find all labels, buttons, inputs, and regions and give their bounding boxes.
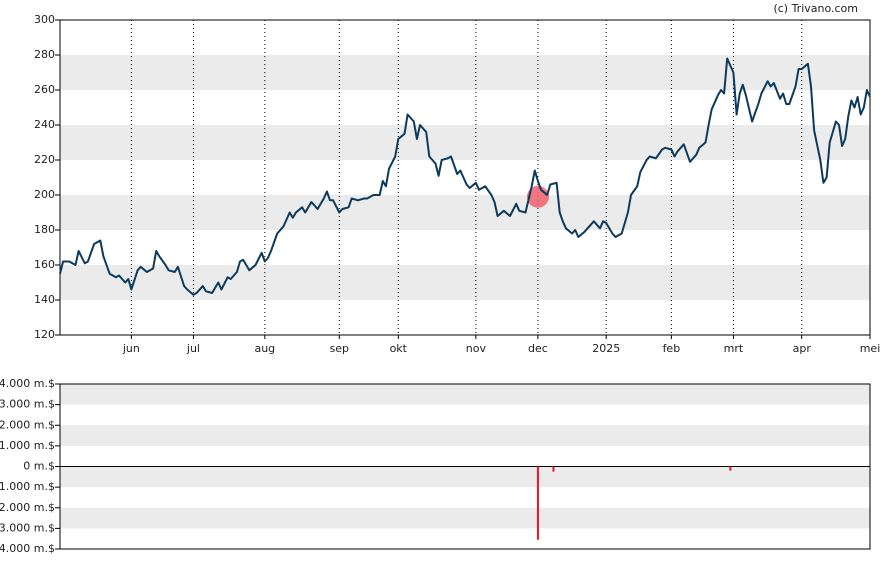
y-tick-label: 2.000 m.$ (0, 418, 55, 431)
y-tick-label: 3.000 m.$ (0, 398, 55, 411)
grid-band (60, 195, 870, 230)
x-tick-label: dec (528, 342, 548, 355)
x-tick-label: nov (466, 342, 487, 355)
grid-band (60, 125, 870, 160)
y-tick-label: -4.000 m.$ (0, 542, 55, 555)
x-tick-label: jun (122, 342, 140, 355)
y-tick-label: 200 (34, 188, 55, 201)
x-tick-label: aug (254, 342, 275, 355)
y-tick-label: 260 (34, 83, 55, 96)
grid-band (60, 425, 870, 446)
y-tick-label: 300 (34, 13, 55, 26)
y-tick-label: 140 (34, 293, 55, 306)
y-tick-label: 1.000 m.$ (0, 439, 55, 452)
grid-band (60, 265, 870, 300)
y-tick-label: 0 m.$ (23, 460, 55, 473)
x-tick-label: jul (186, 342, 200, 355)
y-tick-label: -2.000 m.$ (0, 501, 55, 514)
grid-band (60, 466, 870, 488)
x-tick-label: okt (390, 342, 408, 355)
y-tick-label: 160 (34, 258, 55, 271)
bar (552, 466, 555, 472)
bar (536, 466, 539, 540)
source-credit: (c) Trivano.com (773, 2, 858, 15)
x-tick-label: apr (793, 342, 812, 355)
y-tick-label: 180 (34, 223, 55, 236)
bar (729, 466, 732, 471)
x-tick-label: mrt (724, 342, 744, 355)
y-tick-label: 220 (34, 153, 55, 166)
y-tick-label: -3.000 m.$ (0, 521, 55, 534)
x-tick-label: mei (860, 342, 881, 355)
price-line (59, 57, 871, 296)
grid-band (60, 384, 870, 405)
plot-frame (59, 19, 871, 336)
y-tick-label: 4.000 m.$ (0, 377, 55, 390)
x-tick-label: sep (330, 342, 349, 355)
x-tick-label: 2025 (592, 342, 620, 355)
y-tick-label: 280 (34, 48, 55, 61)
y-tick-label: 240 (34, 118, 55, 131)
y-tick-label: -1.000 m.$ (0, 480, 55, 493)
grid-band (60, 55, 870, 90)
grid-band (60, 507, 870, 529)
x-tick-label: feb (663, 342, 681, 355)
y-tick-label: 120 (34, 328, 55, 341)
